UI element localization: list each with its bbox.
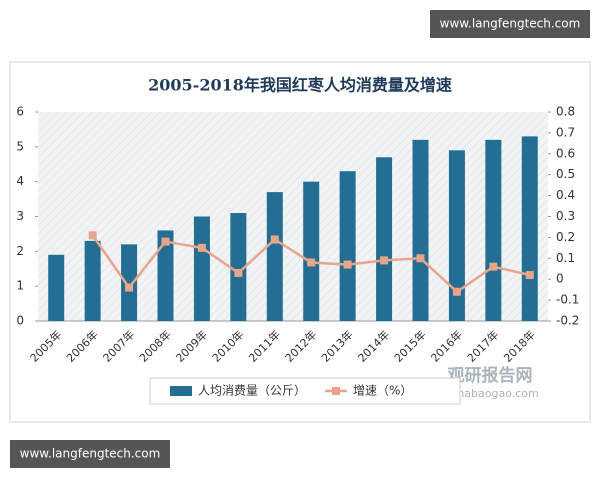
line-marker xyxy=(125,283,134,292)
bar xyxy=(485,139,502,321)
legend-label: 增速（%） xyxy=(353,384,412,398)
y2-tick-label: 0.8 xyxy=(556,105,575,119)
legend xyxy=(149,377,461,405)
bar xyxy=(266,192,283,321)
y-tick-label: 3 xyxy=(16,209,24,223)
line-marker xyxy=(161,237,170,246)
line-marker xyxy=(234,268,243,277)
line-marker xyxy=(416,254,425,263)
plot-area xyxy=(38,112,548,321)
bar xyxy=(121,244,138,321)
y2-tick-label: 0 xyxy=(556,272,564,286)
y-tick-label: 5 xyxy=(16,139,24,153)
y-tick-label: 4 xyxy=(16,174,24,188)
watermark: www.langfengtech.com xyxy=(440,17,581,31)
bar xyxy=(339,171,356,321)
bar xyxy=(521,136,538,321)
y-tick-label: 0 xyxy=(16,314,24,328)
line-marker xyxy=(197,243,206,252)
y2-tick-label: -0.2 xyxy=(556,314,579,328)
y2-tick-label: 0.4 xyxy=(556,188,575,202)
line-marker xyxy=(343,260,352,269)
y2-tick-label: 0.5 xyxy=(556,167,575,181)
bar xyxy=(230,213,247,321)
line-marker xyxy=(88,231,97,240)
y2-tick-label: 0.3 xyxy=(556,209,575,223)
bar xyxy=(412,139,429,321)
watermark: chinabaogao.com xyxy=(441,387,539,400)
y2-tick-label: 0.1 xyxy=(556,251,575,265)
line-marker xyxy=(380,256,389,265)
legend-label: 人均消费量（公斤） xyxy=(198,384,306,398)
bar xyxy=(193,216,210,321)
bar xyxy=(376,157,393,321)
bar xyxy=(157,230,174,321)
bar xyxy=(48,254,65,321)
y2-tick-label: 0.6 xyxy=(556,146,575,160)
y2-tick-label: -0.1 xyxy=(556,293,579,307)
bar xyxy=(84,240,101,321)
watermark-box xyxy=(430,10,590,38)
line-marker xyxy=(307,258,316,267)
legend-swatch xyxy=(332,387,340,395)
line-marker xyxy=(525,271,534,280)
y-tick-label: 1 xyxy=(16,279,24,293)
watermark-box xyxy=(10,440,170,468)
y-tick-label: 6 xyxy=(16,105,24,119)
line-marker xyxy=(489,262,498,271)
y2-tick-label: 0.7 xyxy=(556,125,575,139)
line-marker xyxy=(452,287,461,296)
chart-title: 2005-2018年我国红枣人均消费量及增速 xyxy=(148,76,452,95)
line-marker xyxy=(270,235,279,244)
bar xyxy=(448,150,465,321)
y-tick-label: 2 xyxy=(16,244,24,258)
y2-tick-label: 0.2 xyxy=(556,230,575,244)
watermark: 观研报告网 xyxy=(447,365,533,386)
watermark: www.langfengtech.com xyxy=(20,447,161,461)
legend-swatch xyxy=(170,386,192,396)
bar xyxy=(303,181,320,321)
